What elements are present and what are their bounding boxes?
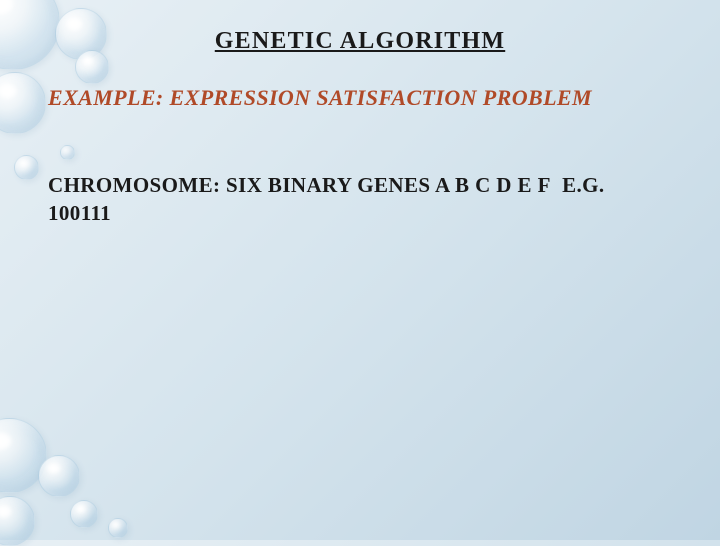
slide-subtitle: EXAMPLE: EXPRESSION SATISFACTION PROBLEM <box>48 85 672 111</box>
slide-content: GENETIC ALGORITHM EXAMPLE: EXPRESSION SA… <box>0 0 720 228</box>
water-bubble <box>0 496 35 546</box>
water-bubble <box>38 455 80 497</box>
body-line-1: CHROMOSOME: SIX BINARY GENES A B C D E F… <box>48 173 605 197</box>
slide-title: GENETIC ALGORITHM <box>48 28 672 55</box>
water-bubble <box>108 518 128 538</box>
water-bubble <box>70 500 98 528</box>
body-text: CHROMOSOME: SIX BINARY GENES A B C D E F… <box>48 171 672 228</box>
body-line-2: 100111 <box>48 201 111 225</box>
